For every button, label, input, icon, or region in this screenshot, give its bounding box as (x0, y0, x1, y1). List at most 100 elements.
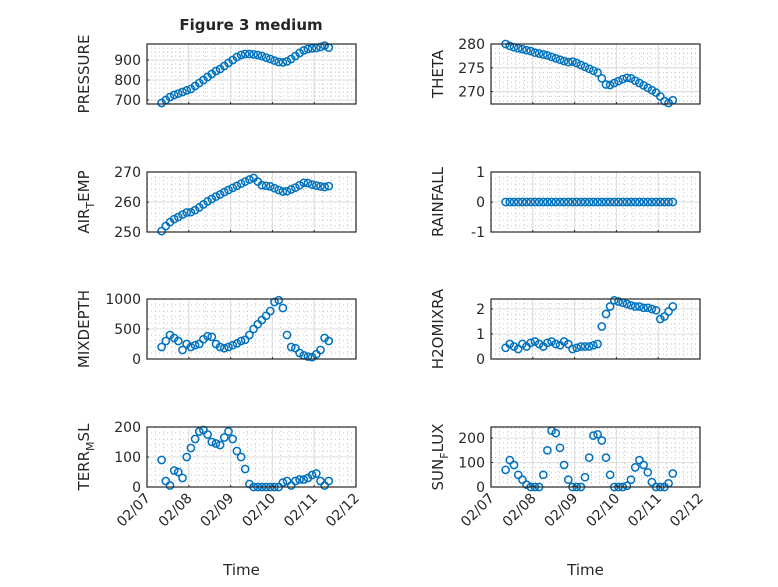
data-point (157, 342, 166, 352)
y-axis-label: RAINFALL (429, 166, 447, 237)
data-point (526, 197, 536, 207)
y-tick-label: 0 (476, 352, 485, 368)
y-axis-label: SUNFLUX (429, 424, 451, 491)
y-label-rest: SL (75, 423, 93, 442)
axes-box (146, 43, 357, 105)
data-point (563, 339, 573, 349)
data-point (513, 470, 523, 480)
data-point (576, 342, 586, 351)
data-point (601, 80, 611, 89)
data-point (589, 66, 598, 76)
y-axis-label: H2OMIXRA (429, 288, 447, 369)
data-point (270, 297, 279, 307)
y-axis-label: THETA (429, 49, 447, 99)
data-point (626, 300, 636, 310)
y-tick-label: 270 (114, 165, 141, 181)
data-point (509, 197, 519, 207)
data-point (643, 197, 653, 207)
data-point (311, 181, 321, 190)
data-point (178, 473, 187, 483)
data-point (584, 453, 594, 462)
data-point (232, 446, 242, 456)
data-point (219, 187, 229, 197)
data-point (311, 469, 321, 478)
data-point (161, 336, 171, 346)
data-point (265, 182, 275, 191)
data-point (295, 475, 304, 484)
data-point (555, 197, 565, 207)
data-point (501, 465, 510, 475)
data-point (194, 427, 204, 436)
y-label-rest: EMP (75, 170, 93, 201)
data-point (559, 197, 569, 207)
data-point (593, 68, 602, 77)
data-point (580, 342, 590, 351)
data-point (278, 303, 288, 313)
data-point (215, 190, 225, 199)
data-point (630, 302, 640, 311)
data-point (186, 207, 196, 217)
data-point (609, 197, 619, 207)
data-point (224, 185, 233, 195)
axes-box (146, 298, 357, 360)
data-point (555, 55, 565, 65)
x-tick-label: 02/08 (156, 491, 196, 531)
data-point (559, 460, 569, 470)
data-point (626, 475, 636, 485)
data-point (203, 197, 212, 206)
data-point (643, 303, 653, 313)
data-point (178, 345, 187, 355)
data-point (307, 44, 317, 53)
y-tick-label: 1000 (105, 292, 141, 308)
data-point (635, 197, 644, 207)
data-point (182, 208, 192, 217)
data-point (543, 338, 552, 348)
data-point (286, 342, 296, 352)
data-point (219, 433, 229, 442)
y-label-subscript: M (84, 441, 97, 451)
data-point (547, 52, 556, 62)
y-tick-label: 200 (114, 420, 141, 436)
data-point (207, 437, 217, 447)
data-point (526, 46, 536, 56)
data-point (572, 197, 582, 207)
data-point (186, 443, 196, 453)
data-point (211, 66, 221, 76)
data-point (274, 57, 284, 67)
data-point (668, 302, 678, 311)
data-point (278, 187, 288, 196)
y-axis-label: MIXDEPTH (75, 290, 93, 368)
data-point (609, 78, 619, 88)
subplot-pressure: 700 800 900 PRESSURE (75, 35, 357, 114)
data-point (274, 185, 284, 195)
y-label-subscript: T (84, 202, 97, 210)
data-point (203, 331, 212, 341)
data-point (299, 475, 309, 484)
data-point (320, 41, 329, 50)
data-point (215, 440, 225, 450)
data-point (249, 50, 258, 59)
data-point (173, 467, 183, 477)
data-point (543, 445, 552, 455)
data-point (190, 340, 200, 350)
axes-box (490, 171, 701, 233)
y-tick-label: 200 (458, 431, 485, 447)
data-point (240, 177, 250, 186)
data-point (635, 302, 644, 311)
data-point (211, 192, 221, 201)
data-point (282, 330, 292, 340)
y-label-main: SUN (429, 459, 447, 491)
data-point (224, 342, 233, 352)
data-point (593, 197, 602, 207)
data-point (165, 92, 175, 102)
y-tick-label: 275 (458, 61, 485, 77)
data-point (261, 311, 271, 321)
data-point (249, 324, 258, 334)
y-axis-label: PRESSURE (75, 35, 93, 114)
data-point (601, 309, 611, 319)
y-label-main: MIXDEPTH (75, 290, 93, 368)
data-point (240, 335, 250, 345)
data-point (286, 185, 296, 194)
x-tick-label: 02/07 (458, 491, 498, 531)
y-tick-label: 2 (476, 302, 485, 318)
